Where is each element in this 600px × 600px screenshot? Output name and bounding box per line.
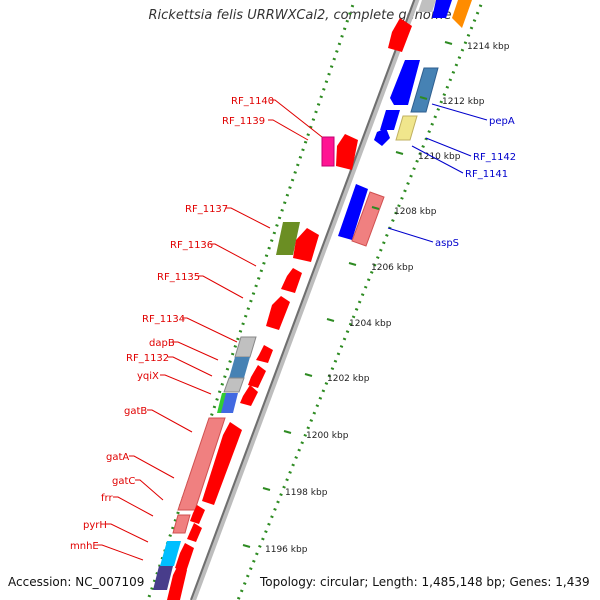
gene-arrow-RF_1139 [336,134,358,170]
gene-arrow-RF_1140 [321,136,335,167]
kbp-tick-label: 1202 kbp [327,374,370,384]
gene-arrow-aspS [338,184,368,240]
gene-label-RF_1139: RF_1139 [222,116,265,127]
gene-arrow-pepA-b [410,67,439,113]
gene-label-RF_1137: RF_1137 [185,204,228,215]
map-title: Rickettsia felis URRWXCal2, complete gen… [148,8,452,23]
gene-arrow-RF_1134 [256,345,273,363]
gene-label-frr: frr [101,493,113,504]
kbp-tick-label: 1204 kbp [349,319,392,329]
gene-arrow-top-orange [452,0,472,28]
gene-label-gatB: gatB [124,406,147,417]
gene-arrow-RF_1135 [281,268,302,293]
plus-gene-labels: pepA RF_1142 RF_1141 aspS [387,103,516,249]
gene-arrow-aspS-b [351,191,385,247]
kbp-tick-label: 1214 kbp [467,42,510,52]
kbp-tick-label: 1206 kbp [371,263,414,273]
gene-arrow-RF_1142 [380,110,400,130]
gene-label-gatC: gatC [112,476,135,487]
kbp-tick-labels: 1196 kbp 1198 kbp 1200 kbp 1202 kbp 1204 kbp… [242,41,510,555]
gene-arrow-gatB-r [202,422,242,505]
gene-arrow-dapB-b [248,365,266,388]
gene-label-mnhE: mnhE [70,541,99,552]
gene-arrow-RF_1141 [395,115,418,141]
gene-label-pyrH: pyrH [83,520,107,531]
gene-arrow-mnhE-r [175,543,194,572]
accession-text: Accession: NC_007109 [8,575,145,589]
gene-arrow-RF_1136 [293,228,319,262]
gene-arrow-pyrH [187,523,202,542]
gene-label-RF_1141: RF_1141 [465,169,508,180]
gene-label-gatA: gatA [106,452,129,463]
gene-arrow-RF_1132 [229,357,250,378]
gene-label-dapB: dapB [149,338,175,349]
gene-label-RF_1140: RF_1140 [231,96,274,107]
gene-label-pepA: pepA [489,116,515,127]
minus-strand-genes [153,18,412,600]
gene-label-RF_1142: RF_1142 [473,152,516,163]
genome-backbone [190,0,420,600]
gene-label-aspS: aspS [435,238,459,249]
gene-arrow-mnhE [160,541,181,566]
gene-arrow-yqiX [223,377,245,393]
kbp-tick-label: 1200 kbp [306,431,349,441]
gene-arrow-RF_1135b [266,296,290,330]
gene-arrow-yqiX-b [240,385,258,406]
kbp-tick-label: 1210 kbp [418,152,461,162]
gene-arrow-gatC [172,514,191,534]
gene-arrow-RF_1137 [276,222,300,255]
gene-arrow-RF_1142b [374,128,390,146]
plus-strand-genes [338,0,472,247]
gene-arrow-frr [190,505,205,524]
gene-label-RF_1134: RF_1134 [142,314,185,325]
minus-gene-labels: RF_1140 RF_1139 RF_1137 RF_1136 RF_1135 RF_11… [70,96,323,561]
gene-arrow-top-blue [432,0,452,18]
gene-arrow-top-gray [418,0,436,12]
kbp-tick-label: 1196 kbp [265,545,308,555]
kbp-tick-label: 1208 kbp [394,207,437,217]
gene-arrow-top-r [388,18,412,52]
gene-arrow-bottom-r [167,565,187,600]
gene-label-yqiX: yqiX [137,371,159,382]
topology-text: Topology: circular; Length: 1,485,148 bp… [260,575,590,589]
gene-arrow-pepA [390,60,420,105]
tick-track-right [236,0,485,600]
gene-arrow-blue-small [221,393,238,413]
kbp-tick-label: 1198 kbp [285,488,328,498]
gene-label-RF_1136: RF_1136 [170,240,213,251]
kbp-tick-label: 1212 kbp [442,97,485,107]
gene-label-RF_1132: RF_1132 [126,353,169,364]
gene-arrow-purple [153,566,173,590]
gene-label-RF_1135: RF_1135 [157,272,200,283]
